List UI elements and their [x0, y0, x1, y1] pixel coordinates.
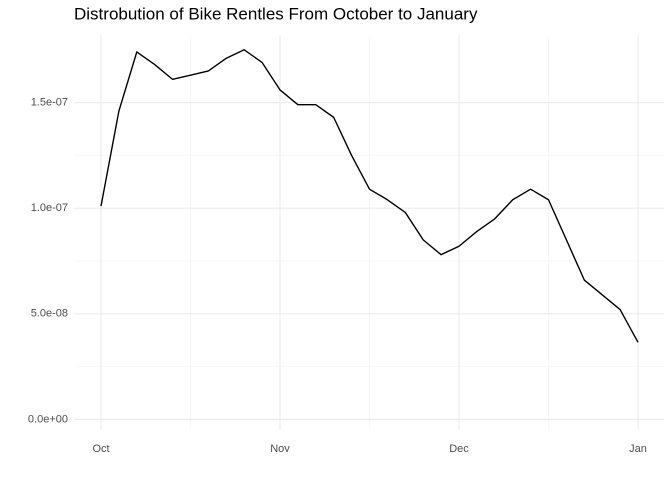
- x-tick-label: Dec: [449, 443, 469, 455]
- y-tick-label: 1.5e-07: [31, 96, 68, 108]
- y-tick-label: 1.0e-07: [31, 202, 68, 214]
- y-tick-label: 5.0e-08: [31, 308, 68, 320]
- y-tick-label: 0.0e+00: [28, 413, 68, 425]
- x-tick-label: Oct: [92, 443, 109, 455]
- chart-title: Distrobution of Bike Rentles From Octobe…: [74, 4, 478, 23]
- line: [100, 49, 639, 343]
- x-tick-label: Jan: [629, 443, 647, 455]
- x-tick-label: Nov: [270, 443, 290, 455]
